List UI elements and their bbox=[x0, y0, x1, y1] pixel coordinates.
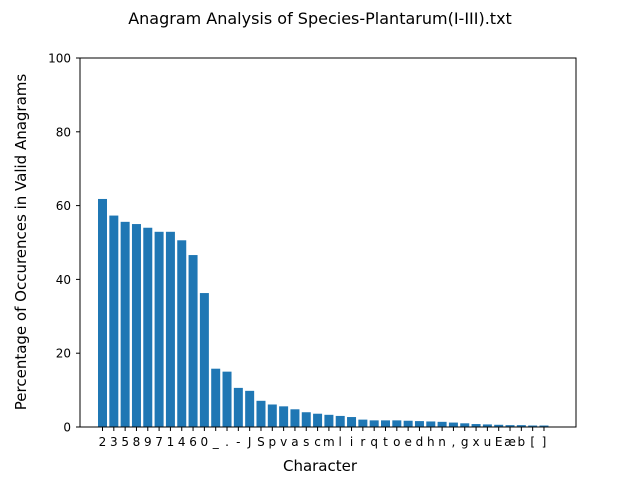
bar-35 bbox=[494, 424, 504, 427]
x-tick-label-26: o bbox=[393, 435, 400, 449]
bar-14 bbox=[256, 400, 266, 427]
x-tick-label-10: _ bbox=[212, 435, 220, 449]
bar-20 bbox=[324, 414, 334, 427]
bar-30 bbox=[437, 421, 447, 427]
x-tick-label-22: i bbox=[350, 435, 353, 449]
y-tick-label-1: 20 bbox=[56, 347, 71, 361]
bar-3 bbox=[131, 224, 141, 427]
x-tick-label-24: q bbox=[370, 435, 378, 449]
x-tick-label-6: 1 bbox=[167, 435, 175, 449]
y-tick-label-0: 0 bbox=[63, 421, 71, 435]
x-tick-label-14: S bbox=[257, 435, 265, 449]
bar-38 bbox=[528, 425, 538, 427]
x-tick-label-2: 5 bbox=[121, 435, 129, 449]
bar-9 bbox=[199, 293, 209, 427]
bar-28 bbox=[414, 421, 424, 427]
y-axis-label: Percentage of Occurences in Valid Anagra… bbox=[12, 74, 30, 411]
x-axis-label: Character bbox=[283, 457, 358, 475]
x-tick-label-18: s bbox=[303, 435, 309, 449]
bar-18 bbox=[301, 412, 311, 427]
x-tick-label-3: 8 bbox=[133, 435, 141, 449]
bar-16 bbox=[279, 406, 289, 427]
x-tick-label-39: ] bbox=[542, 435, 547, 449]
bar-19 bbox=[313, 413, 323, 427]
bar-15 bbox=[267, 404, 277, 427]
bar-37 bbox=[516, 425, 526, 427]
bar-36 bbox=[505, 425, 515, 427]
bar-33 bbox=[471, 424, 481, 427]
bar-2 bbox=[120, 221, 130, 427]
bar-0 bbox=[98, 198, 107, 427]
bar-5 bbox=[154, 231, 164, 427]
x-tick-label-33: x bbox=[473, 435, 480, 449]
bars-group bbox=[98, 198, 549, 427]
bar-32 bbox=[460, 423, 470, 427]
x-tick-label-29: h bbox=[427, 435, 435, 449]
x-tick-label-27: e bbox=[404, 435, 411, 449]
y-tick-label-2: 40 bbox=[56, 273, 71, 287]
bar-34 bbox=[482, 424, 492, 427]
x-tick-label-21: l bbox=[339, 435, 342, 449]
bar-39 bbox=[539, 425, 549, 427]
y-tick-label-4: 80 bbox=[56, 125, 71, 139]
bar-17 bbox=[290, 409, 300, 427]
bar-10 bbox=[211, 368, 221, 427]
x-tick-label-15: p bbox=[268, 435, 276, 449]
bar-7 bbox=[177, 240, 187, 427]
x-tick-label-35: E bbox=[495, 435, 503, 449]
bar-31 bbox=[448, 422, 458, 427]
bar-24 bbox=[369, 420, 379, 427]
x-tick-label-13: J bbox=[247, 435, 252, 449]
y-tick-label-3: 60 bbox=[56, 199, 71, 213]
chart-title: Anagram Analysis of Species-Plantarum(I-… bbox=[128, 9, 512, 28]
bar-4 bbox=[143, 227, 153, 427]
x-tick-label-1: 3 bbox=[110, 435, 118, 449]
bar-21 bbox=[335, 415, 345, 427]
plot-frame bbox=[79, 57, 577, 428]
x-tick-label-31: , bbox=[452, 435, 456, 449]
x-tick-label-8: 6 bbox=[189, 435, 197, 449]
x-tick-label-5: 7 bbox=[155, 435, 163, 449]
x-tick-label-23: r bbox=[360, 435, 365, 449]
bar-11 bbox=[222, 371, 232, 427]
x-tick-label-0: 2 bbox=[99, 435, 107, 449]
bar-27 bbox=[403, 420, 413, 427]
y-axis-ticks: 0 20 40 60 80 100 bbox=[48, 52, 80, 435]
bar-29 bbox=[426, 421, 436, 427]
x-tick-label-7: 4 bbox=[178, 435, 186, 449]
x-tick-label-11: . bbox=[225, 435, 229, 449]
x-tick-label-38: [ bbox=[530, 435, 535, 449]
x-tick-label-19: c bbox=[314, 435, 321, 449]
bar-23 bbox=[358, 419, 368, 427]
x-tick-label-25: t bbox=[383, 435, 388, 449]
y-tick-label-5: 100 bbox=[48, 52, 71, 66]
x-tick-label-30: n bbox=[438, 435, 446, 449]
x-tick-label-4: 9 bbox=[144, 435, 152, 449]
bar-26 bbox=[392, 420, 402, 427]
bar-6 bbox=[165, 231, 175, 427]
x-tick-label-12: - bbox=[236, 435, 240, 449]
bar-22 bbox=[347, 417, 357, 427]
x-tick-label-37: b bbox=[518, 435, 526, 449]
bar-8 bbox=[188, 255, 198, 427]
bar-12 bbox=[233, 387, 243, 427]
x-tick-label-28: d bbox=[416, 435, 424, 449]
x-tick-label-17: a bbox=[291, 435, 298, 449]
x-tick-label-16: v bbox=[280, 435, 287, 449]
x-tick-label-34: u bbox=[484, 435, 492, 449]
bar-1 bbox=[109, 215, 119, 427]
x-tick-label-32: g bbox=[461, 435, 469, 449]
bar-13 bbox=[245, 390, 255, 427]
x-tick-label-20: m bbox=[323, 435, 335, 449]
x-tick-label-9: 0 bbox=[201, 435, 209, 449]
bar-25 bbox=[381, 420, 390, 427]
x-tick-label-36: æ bbox=[504, 435, 516, 449]
